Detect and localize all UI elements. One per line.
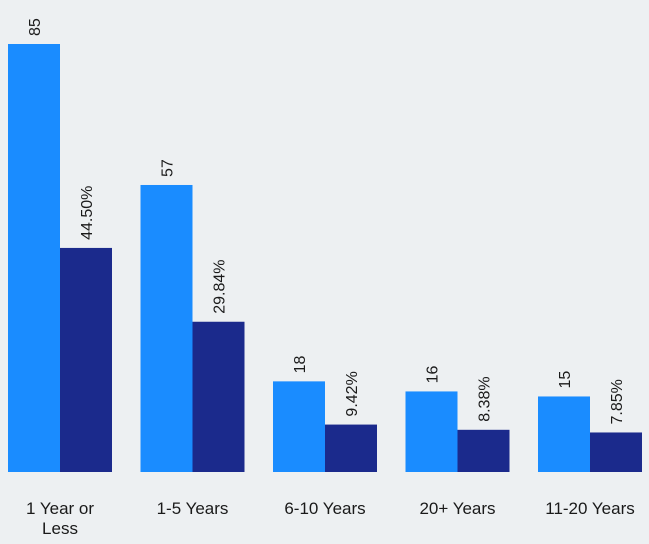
category-label-2: 6-10 Years xyxy=(284,499,365,518)
category-label-0: 1 Year or Less xyxy=(26,499,94,538)
value-label-s0-1: 57 xyxy=(160,159,177,177)
category-label-3: 20+ Years xyxy=(419,499,495,518)
bar-s0-3 xyxy=(405,391,458,472)
bars-layer xyxy=(8,44,642,473)
bar-s0-1 xyxy=(140,184,193,473)
bar-s1-2 xyxy=(325,424,377,472)
bar-s0-0 xyxy=(8,44,60,472)
value-label-s1-3: 8.38% xyxy=(477,376,494,421)
value-label-s1-2: 9.42% xyxy=(344,371,361,416)
value-label-s1-0: 44.50% xyxy=(79,186,96,240)
bar-s1-0 xyxy=(60,247,112,472)
bar-s1-3 xyxy=(457,429,510,472)
value-label-s1-4: 7.85% xyxy=(609,379,626,424)
bar-s1-4 xyxy=(590,432,642,472)
value-label-s0-3: 16 xyxy=(425,366,442,384)
value-labels-layer: 85 44.50% 57 29.84% 18 9.42% 16 8.38% 15 7.85% xyxy=(27,18,626,424)
bar-s0-4 xyxy=(538,396,590,472)
bar-s0-2 xyxy=(273,381,325,472)
value-label-s0-2: 18 xyxy=(292,355,309,373)
category-label-1: 1-5 Years xyxy=(157,499,229,518)
value-label-s0-4: 15 xyxy=(557,371,574,389)
value-label-s0-0: 85 xyxy=(27,18,44,36)
category-label-4: 11-20 Years xyxy=(545,499,634,518)
category-labels-layer: 1 Year or Less 1-5 Years 6-10 Years 20+ Year… xyxy=(26,499,635,538)
value-label-s1-1: 29.84% xyxy=(212,259,229,313)
bar-s1-1 xyxy=(192,321,245,472)
